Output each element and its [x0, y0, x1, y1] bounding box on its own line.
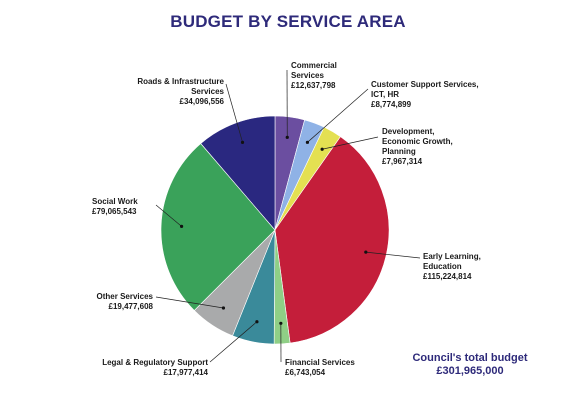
pie-slice-early-learning	[274, 136, 390, 344]
leader-line-customer-support	[307, 88, 369, 143]
leader-dot-commercial-services	[285, 135, 289, 139]
label-commercial-services: Commercial Services £12,637,798	[291, 61, 337, 90]
leader-line-social-work	[155, 204, 182, 227]
leader-line-development	[322, 136, 379, 150]
label-legal-regulatory: Legal & Regulatory Support £17,977,414	[102, 358, 208, 377]
leader-dot-other-services	[221, 306, 226, 310]
leader-line-legal-regulatory	[209, 321, 258, 363]
leader-line-early-learning	[365, 251, 421, 259]
leader-line-roads-infrastructure	[225, 83, 243, 143]
total-budget: Council's total budget £301,965,000	[400, 352, 540, 378]
leader-dot-social-work	[179, 224, 184, 228]
leader-dot-development	[320, 147, 324, 151]
label-development: Development, Economic Growth, Planning £…	[382, 127, 453, 166]
total-budget-value: £301,965,000	[436, 365, 504, 377]
label-early-learning: Early Learning, Education £115,224,814	[423, 252, 481, 281]
label-roads-infrastructure: Roads & Infrastructure Services £34,096,…	[137, 77, 224, 106]
leader-dot-customer-support	[305, 140, 310, 144]
label-financial-services: Financial Services £6,743,054	[285, 358, 355, 377]
label-customer-support: Customer Support Services, ICT, HR £8,77…	[371, 80, 479, 109]
leader-dot-legal-regulatory	[255, 320, 259, 324]
chart-title: BUDGET BY SERVICE AREA	[170, 12, 406, 31]
total-budget-label: Council's total budget	[412, 352, 528, 364]
label-other-services: Other Services £19,477,608	[96, 292, 153, 311]
label-social-work: Social Work £79,065,543	[92, 197, 138, 216]
leader-dot-roads-infrastructure	[240, 140, 245, 144]
pie-slice-roads-infrastructure	[200, 115, 276, 231]
leader-dot-early-learning	[364, 250, 368, 254]
leader-line-other-services	[155, 296, 224, 309]
leader-dot-financial-services	[279, 321, 283, 325]
pie-slice-social-work	[160, 143, 276, 311]
